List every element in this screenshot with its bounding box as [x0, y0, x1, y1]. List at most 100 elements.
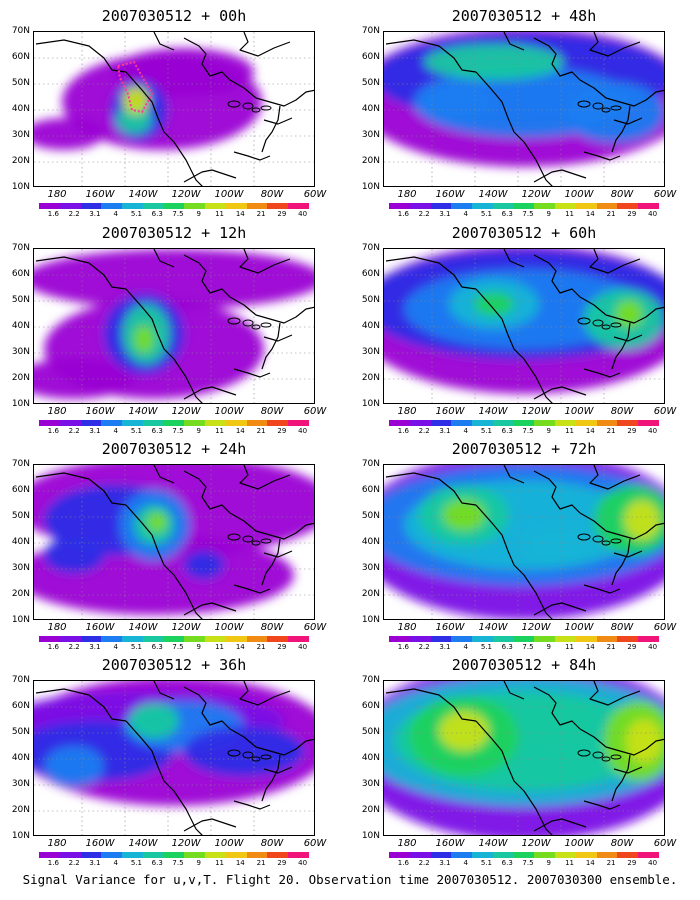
colorbar-label: 21	[256, 859, 266, 867]
longitude-tick-label: 100W	[564, 406, 594, 417]
colorbar-label: 9	[546, 427, 551, 435]
colorbar-label: 21	[606, 427, 616, 435]
latitude-tick-label: 30N	[11, 130, 30, 140]
colorbar-label: 14	[585, 643, 595, 651]
colorbar-swatch	[39, 203, 60, 209]
latitude-tick-label: 10N	[361, 399, 380, 409]
latitude-tick-label: 50N	[361, 78, 380, 88]
latitude-tick-label: 10N	[361, 831, 380, 841]
variance-map-p48	[383, 31, 665, 187]
variance-map-p00	[33, 31, 315, 187]
latitude-tick-label: 10N	[361, 615, 380, 625]
latitude-tick-label: 50N	[11, 295, 30, 305]
colorbar-swatch	[184, 852, 206, 858]
latitude-tick-label: 40N	[11, 537, 30, 547]
longitude-tick-label: 60W	[653, 838, 677, 849]
latitude-tick-label: 10N	[11, 182, 30, 192]
colorbar-label: 14	[585, 859, 595, 867]
latitude-tick-label: 40N	[11, 753, 30, 763]
longitude-tick-label: 160W	[85, 622, 115, 633]
longitude-tick-label: 180	[397, 622, 417, 633]
latitude-tick-label: 50N	[361, 511, 380, 521]
colorbar-swatch	[142, 636, 164, 642]
longitude-tick-label: 140W	[128, 838, 158, 849]
colorbar-label: 7.5	[522, 210, 534, 218]
colorbar-swatch	[184, 636, 206, 642]
colorbar-label: 7.5	[172, 210, 184, 218]
colorbar-swatch	[59, 852, 81, 858]
longitude-tick-label: 140W	[128, 189, 158, 200]
latitude-tick-label: 70N	[11, 26, 30, 36]
colorbar-label: 2.2	[68, 210, 80, 218]
colorbar-label: 7.5	[522, 427, 534, 435]
colorbar-label: 3.1	[89, 210, 101, 218]
colorbar-swatch	[163, 203, 185, 209]
longitude-tick-label: 60W	[303, 406, 327, 417]
longitude-tick-label: 120W	[521, 838, 551, 849]
colorbar-swatch	[184, 203, 206, 209]
latitude-tick-label: 30N	[361, 130, 380, 140]
colorbar-swatch	[225, 636, 247, 642]
colorbar-label: 5.1	[130, 643, 143, 651]
colorbar-swatch	[122, 852, 144, 858]
panel-title: 2007030512 + 36h	[101, 656, 247, 674]
colorbar-label: 11	[215, 643, 224, 651]
colorbar-label: 6.3	[151, 427, 163, 435]
colorbar-label: 2.2	[418, 643, 430, 651]
latitude-tick-label: 70N	[361, 243, 380, 253]
colorbar-swatch	[451, 203, 473, 209]
colorbar-label: 21	[256, 210, 266, 218]
colorbar-swatch	[389, 203, 410, 209]
colorbar-swatch	[205, 203, 227, 209]
colorbar-swatch	[409, 420, 431, 426]
longitude-tick-label: 160W	[435, 622, 465, 633]
colorbar-label: 3.1	[439, 210, 451, 218]
colorbar-label: 3.1	[439, 859, 451, 867]
colorbar-swatch	[288, 636, 310, 642]
longitude-tick-label: 160W	[85, 406, 115, 417]
colorbar-label: 5.1	[130, 427, 143, 435]
latitude-tick-label: 20N	[361, 156, 380, 166]
colorbar-swatch	[288, 203, 310, 209]
colorbar-label: 5.1	[480, 427, 493, 435]
colorbar-label: 11	[565, 427, 574, 435]
colorbar-swatch	[39, 852, 60, 858]
latitude-tick-label: 70N	[361, 675, 380, 685]
colorbar-label: 4	[113, 427, 118, 435]
latitude-tick-label: 60N	[361, 269, 380, 279]
latitude-tick-label: 40N	[361, 104, 380, 114]
colorbar-swatch	[225, 420, 247, 426]
latitude-tick-label: 30N	[361, 347, 380, 357]
colorbar-label: 40	[298, 427, 308, 435]
colorbar-label: 2.2	[418, 427, 430, 435]
colorbar-label: 7.5	[522, 643, 534, 651]
colorbar-label: 9	[196, 643, 201, 651]
colorbar-swatch	[451, 636, 473, 642]
colorbar-swatch	[163, 852, 185, 858]
colorbar-swatch	[39, 420, 60, 426]
longitude-tick-label: 80W	[610, 838, 634, 849]
colorbar-label: 9	[196, 427, 201, 435]
variance-map-p84	[383, 680, 665, 836]
colorbar-swatch	[534, 420, 556, 426]
longitude-tick-label: 120W	[171, 189, 201, 200]
colorbar-label: 1.6	[47, 643, 59, 651]
colorbar-swatch	[472, 852, 494, 858]
colorbar-swatch	[142, 852, 164, 858]
longitude-tick-label: 60W	[303, 189, 327, 200]
colorbar-swatch	[142, 203, 164, 209]
colorbar-label: 6.3	[151, 859, 163, 867]
latitude-tick-label: 20N	[11, 373, 30, 383]
colorbar-swatch	[638, 852, 660, 858]
latitude-tick-label: 60N	[11, 269, 30, 279]
longitude-tick-label: 140W	[478, 838, 508, 849]
colorbar-label: 6.3	[501, 643, 513, 651]
latitude-tick-label: 30N	[361, 563, 380, 573]
latitude-tick-label: 70N	[361, 26, 380, 36]
latitude-tick-label: 60N	[11, 485, 30, 495]
colorbar-swatch	[534, 852, 556, 858]
longitude-tick-label: 100W	[214, 189, 244, 200]
colorbar-label: 1.6	[47, 859, 59, 867]
panel-title: 2007030512 + 24h	[101, 440, 247, 458]
latitude-tick-label: 70N	[11, 243, 30, 253]
